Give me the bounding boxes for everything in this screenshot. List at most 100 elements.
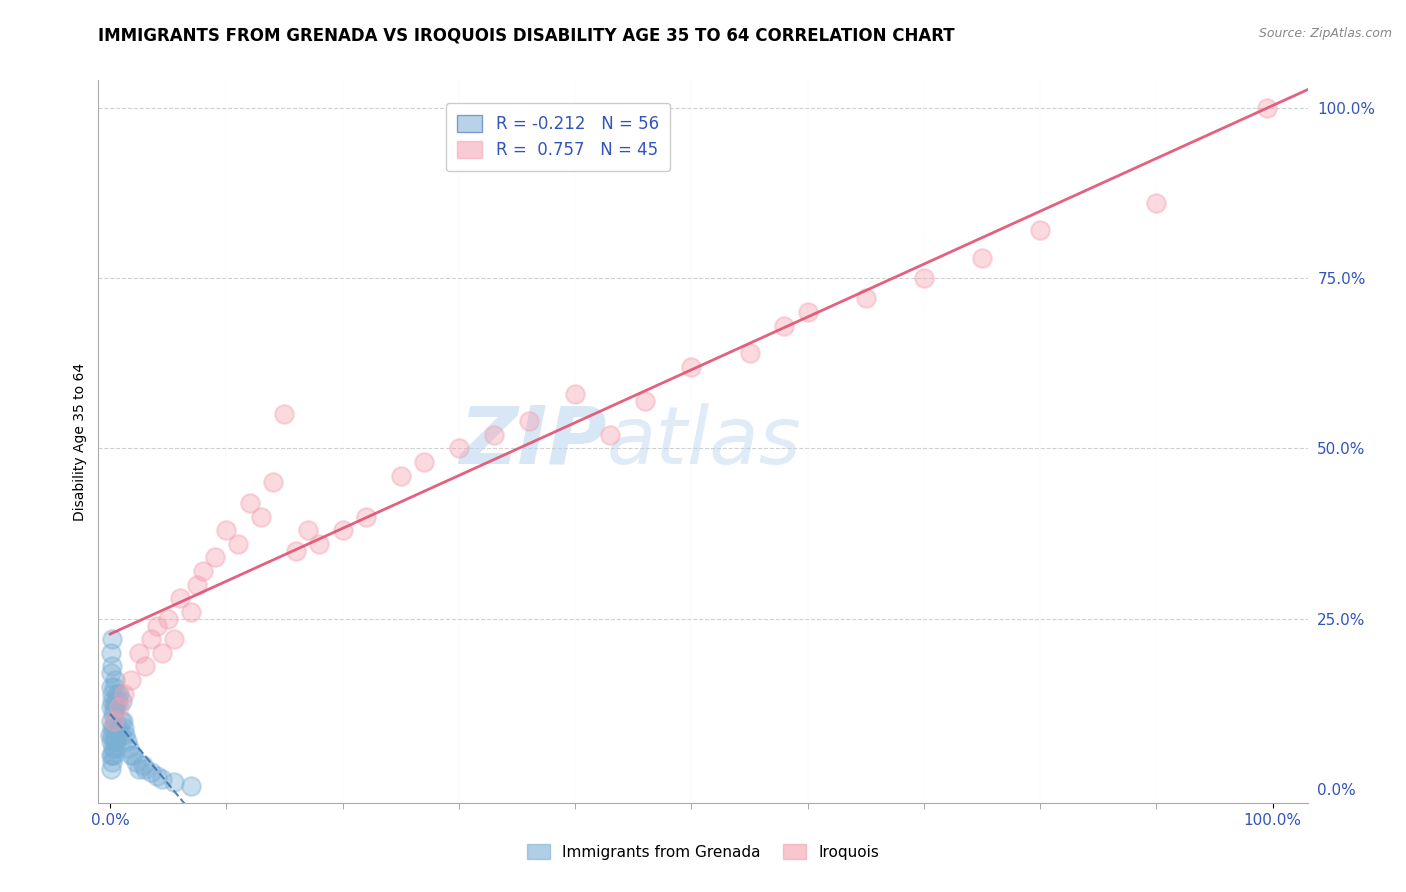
Point (134, 762, 156, 776)
Point (634, 393, 657, 408)
Point (112, 687, 135, 701)
Point (101, 707, 124, 722)
Point (100, 666, 122, 681)
Point (103, 700, 125, 714)
Point (738, 346, 761, 360)
Point (100, 714, 122, 728)
Point (101, 687, 124, 701)
Point (285, 543, 308, 558)
Point (104, 700, 127, 714)
Point (111, 728, 134, 742)
Point (681, 359, 703, 374)
Point (100, 646, 122, 660)
Point (124, 755, 146, 769)
Text: atlas: atlas (606, 402, 801, 481)
Point (107, 693, 129, 707)
Point (139, 765, 162, 780)
Point (103, 734, 125, 748)
Point (100, 762, 122, 776)
Point (101, 659, 124, 673)
Point (101, 693, 124, 707)
Point (100, 734, 122, 748)
Point (389, 468, 412, 483)
Point (98, 728, 121, 742)
Point (239, 496, 262, 510)
Point (112, 721, 135, 735)
Point (101, 755, 124, 769)
Point (100, 680, 122, 694)
Point (117, 734, 139, 748)
Point (111, 693, 134, 707)
Point (101, 728, 124, 742)
Point (122, 748, 145, 763)
Point (108, 700, 131, 714)
Point (796, 305, 818, 319)
Point (108, 721, 131, 735)
Point (354, 509, 377, 524)
Point (145, 618, 167, 632)
Point (101, 741, 124, 756)
Point (1144, 196, 1167, 211)
Point (145, 768, 167, 782)
Point (107, 728, 129, 742)
Point (855, 292, 877, 306)
Point (191, 564, 214, 578)
Point (482, 427, 505, 442)
Point (108, 687, 131, 701)
Legend: Immigrants from Grenada, Iroquois: Immigrants from Grenada, Iroquois (519, 836, 887, 867)
Point (120, 748, 142, 763)
Point (104, 734, 127, 748)
Point (599, 427, 621, 442)
Point (157, 612, 180, 626)
Point (101, 632, 124, 647)
Point (204, 550, 226, 565)
Point (332, 523, 354, 537)
Point (128, 762, 150, 776)
Point (134, 659, 156, 673)
Point (105, 721, 128, 735)
Text: Source: ZipAtlas.com: Source: ZipAtlas.com (1258, 27, 1392, 40)
Point (447, 442, 470, 456)
Point (150, 772, 173, 786)
Point (215, 523, 238, 537)
Point (150, 646, 173, 660)
Point (111, 714, 134, 728)
Point (104, 728, 127, 742)
Point (103, 721, 125, 735)
Point (180, 605, 202, 619)
Point (105, 687, 128, 701)
Point (103, 714, 125, 728)
Point (297, 523, 319, 537)
Point (970, 251, 993, 265)
Point (226, 537, 249, 551)
Point (118, 741, 141, 756)
Point (163, 632, 186, 647)
Point (163, 775, 186, 789)
Text: IMMIGRANTS FROM GRENADA VS IROQUOIS DISABILITY AGE 35 TO 64 CORRELATION CHART: IMMIGRANTS FROM GRENADA VS IROQUOIS DISA… (98, 27, 955, 45)
Point (912, 271, 935, 285)
Point (169, 591, 191, 606)
Point (104, 714, 127, 728)
Point (114, 728, 136, 742)
Point (104, 673, 127, 687)
Point (139, 632, 162, 647)
Point (308, 537, 330, 551)
Point (103, 680, 125, 694)
Point (250, 509, 273, 524)
Point (273, 407, 295, 421)
Point (120, 673, 142, 687)
Point (517, 414, 540, 428)
Point (104, 741, 127, 756)
Point (101, 748, 124, 763)
Point (131, 758, 153, 772)
Point (180, 779, 202, 793)
Text: ZIP: ZIP (458, 402, 606, 481)
Point (128, 646, 150, 660)
Point (413, 455, 436, 469)
Point (100, 700, 122, 714)
Point (103, 748, 125, 763)
Point (1256, 101, 1278, 115)
Point (101, 721, 124, 735)
Point (110, 714, 132, 728)
Point (104, 693, 127, 707)
